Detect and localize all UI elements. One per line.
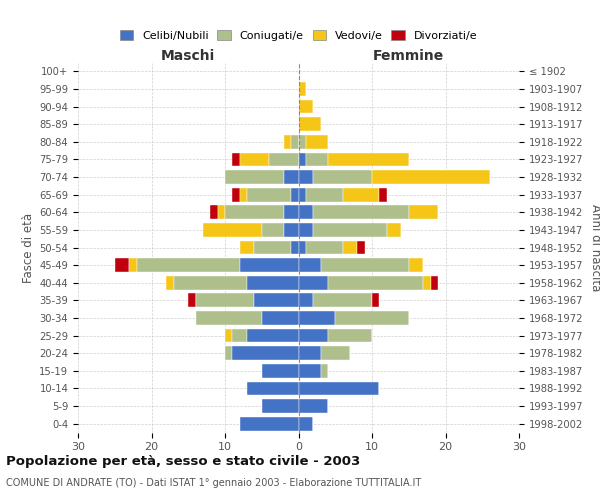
Bar [299, 276, 328, 289]
Bar [225, 328, 232, 342]
Text: COMUNE DI ANDRATE (TO) - Dati ISTAT 1° gennaio 2003 - Elaborazione TUTTITALIA.IT: COMUNE DI ANDRATE (TO) - Dati ISTAT 1° g… [6, 478, 421, 488]
Bar [254, 294, 299, 307]
Text: Femmine: Femmine [373, 50, 445, 64]
Bar [328, 328, 372, 342]
Bar [299, 152, 306, 166]
Bar [299, 417, 313, 430]
Bar [299, 258, 320, 272]
Bar [240, 240, 254, 254]
Bar [431, 276, 438, 289]
Bar [306, 240, 343, 254]
Bar [299, 364, 320, 378]
Bar [203, 223, 262, 237]
Bar [299, 206, 313, 219]
Bar [284, 135, 291, 148]
Bar [225, 346, 232, 360]
Bar [247, 328, 299, 342]
Bar [232, 188, 240, 202]
Bar [358, 240, 365, 254]
Bar [320, 364, 328, 378]
Bar [115, 258, 130, 272]
Bar [284, 170, 299, 184]
Bar [291, 135, 299, 148]
Bar [299, 294, 313, 307]
Text: Maschi: Maschi [161, 50, 215, 64]
Bar [262, 364, 299, 378]
Bar [173, 276, 247, 289]
Bar [306, 152, 328, 166]
Bar [240, 417, 299, 430]
Bar [299, 346, 320, 360]
Bar [262, 311, 299, 325]
Bar [320, 258, 409, 272]
Bar [299, 240, 306, 254]
Bar [262, 223, 284, 237]
Bar [306, 135, 328, 148]
Bar [328, 152, 409, 166]
Bar [424, 276, 431, 289]
Bar [130, 258, 137, 272]
Bar [196, 294, 254, 307]
Bar [218, 206, 225, 219]
Bar [299, 118, 320, 131]
Y-axis label: Anni di nascita: Anni di nascita [589, 204, 600, 291]
Legend: Celibi/Nubili, Coniugati/e, Vedovi/e, Divorziati/e: Celibi/Nubili, Coniugati/e, Vedovi/e, Di… [115, 26, 482, 45]
Bar [387, 223, 401, 237]
Bar [137, 258, 240, 272]
Bar [240, 152, 269, 166]
Bar [379, 188, 387, 202]
Bar [211, 206, 218, 219]
Bar [313, 206, 409, 219]
Bar [313, 294, 372, 307]
Bar [284, 223, 299, 237]
Bar [269, 152, 299, 166]
Bar [262, 399, 299, 413]
Bar [328, 276, 424, 289]
Bar [240, 258, 299, 272]
Bar [166, 276, 173, 289]
Bar [225, 170, 284, 184]
Bar [299, 399, 328, 413]
Bar [299, 135, 306, 148]
Bar [299, 223, 313, 237]
Bar [299, 82, 306, 96]
Bar [343, 188, 379, 202]
Bar [372, 294, 379, 307]
Bar [240, 188, 247, 202]
Bar [313, 170, 372, 184]
Bar [247, 188, 291, 202]
Bar [232, 328, 247, 342]
Bar [188, 294, 196, 307]
Bar [284, 206, 299, 219]
Bar [313, 223, 387, 237]
Y-axis label: Fasce di età: Fasce di età [22, 212, 35, 282]
Bar [299, 311, 335, 325]
Bar [409, 258, 424, 272]
Text: Popolazione per età, sesso e stato civile - 2003: Popolazione per età, sesso e stato civil… [6, 455, 360, 468]
Bar [232, 152, 240, 166]
Bar [299, 170, 313, 184]
Bar [299, 382, 379, 396]
Bar [299, 328, 328, 342]
Bar [343, 240, 358, 254]
Bar [232, 346, 299, 360]
Bar [335, 311, 409, 325]
Bar [306, 188, 343, 202]
Bar [247, 276, 299, 289]
Bar [254, 240, 291, 254]
Bar [247, 382, 299, 396]
Bar [291, 240, 299, 254]
Bar [225, 206, 284, 219]
Bar [196, 311, 262, 325]
Bar [372, 170, 490, 184]
Bar [299, 188, 306, 202]
Bar [320, 346, 350, 360]
Bar [291, 188, 299, 202]
Bar [409, 206, 438, 219]
Bar [299, 100, 313, 114]
